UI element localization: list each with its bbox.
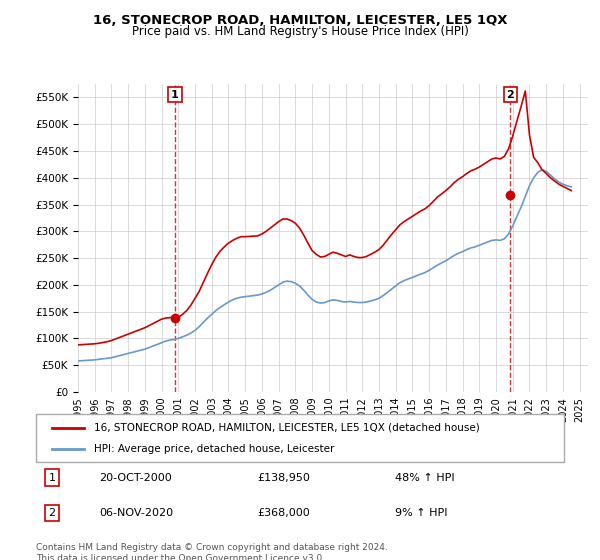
Text: 20-OCT-2000: 20-OCT-2000 [100, 473, 172, 483]
FancyBboxPatch shape [36, 414, 564, 462]
Text: £138,950: £138,950 [258, 473, 311, 483]
Text: 2: 2 [48, 508, 55, 518]
Text: 1: 1 [49, 473, 55, 483]
Text: Price paid vs. HM Land Registry's House Price Index (HPI): Price paid vs. HM Land Registry's House … [131, 25, 469, 38]
Text: 1: 1 [171, 90, 179, 100]
Text: 16, STONECROP ROAD, HAMILTON, LEICESTER, LE5 1QX: 16, STONECROP ROAD, HAMILTON, LEICESTER,… [93, 14, 507, 27]
Text: £368,000: £368,000 [258, 508, 311, 518]
Text: Contains HM Land Registry data © Crown copyright and database right 2024.
This d: Contains HM Land Registry data © Crown c… [36, 543, 388, 560]
Text: 06-NOV-2020: 06-NOV-2020 [100, 508, 173, 518]
Text: 2: 2 [506, 90, 514, 100]
Text: 9% ↑ HPI: 9% ↑ HPI [395, 508, 448, 518]
Text: 16, STONECROP ROAD, HAMILTON, LEICESTER, LE5 1QX (detached house): 16, STONECROP ROAD, HAMILTON, LEICESTER,… [94, 423, 480, 433]
Text: HPI: Average price, detached house, Leicester: HPI: Average price, detached house, Leic… [94, 444, 334, 454]
Text: 48% ↑ HPI: 48% ↑ HPI [395, 473, 455, 483]
